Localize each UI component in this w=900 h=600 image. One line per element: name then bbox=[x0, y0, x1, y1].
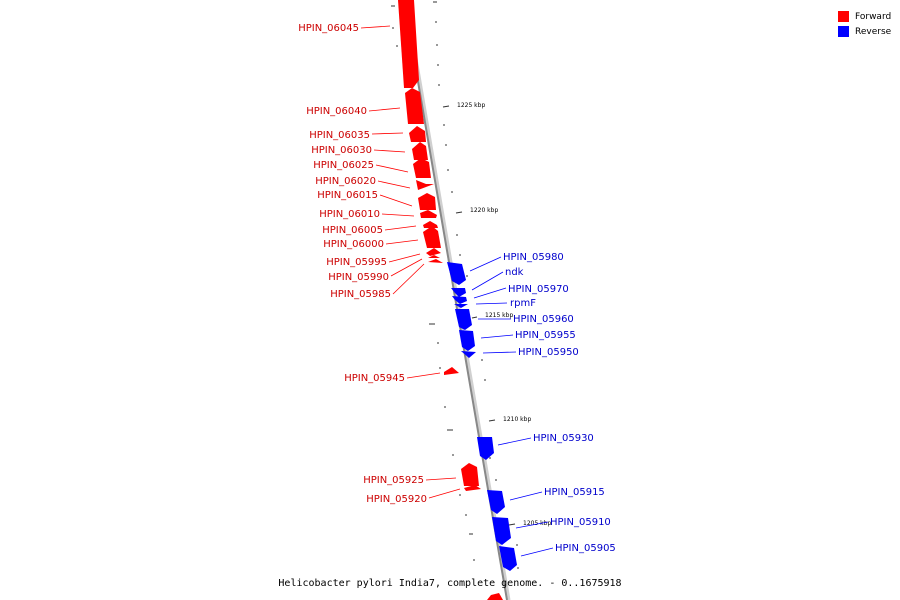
forward-swatch bbox=[838, 11, 849, 22]
gene-arrow-rpmF[interactable] bbox=[454, 304, 468, 308]
gene-arrow-HPIN_05955[interactable] bbox=[459, 330, 475, 351]
gene-label-HPIN_05950[interactable]: HPIN_05950 bbox=[518, 347, 579, 358]
gene-arrow-HPIN_05960[interactable] bbox=[455, 309, 472, 330]
gene-arrow-HPIN_06035[interactable] bbox=[409, 126, 426, 142]
legend-item-forward: Forward bbox=[838, 9, 891, 24]
gene-arrow-HPIN_05985[interactable] bbox=[428, 259, 443, 263]
gene-arrow-HPIN_06005[interactable] bbox=[423, 221, 438, 228]
gene-arrow-HPIN_06020[interactable] bbox=[416, 180, 434, 190]
reverse-genes bbox=[447, 262, 517, 571]
gene-label-HPIN_05995[interactable]: HPIN_05995 bbox=[326, 257, 387, 268]
gene-arrow-HPIN_05945[interactable] bbox=[444, 367, 459, 375]
gene-label-HPIN_06015[interactable]: HPIN_06015 bbox=[317, 190, 378, 201]
forward-genes bbox=[398, 0, 503, 600]
gene-label-HPIN_06010[interactable]: HPIN_06010 bbox=[319, 209, 380, 220]
gene-label-HPIN_05905[interactable]: HPIN_05905 bbox=[555, 543, 616, 554]
gene-label-HPIN_05920[interactable]: HPIN_05920 bbox=[366, 494, 427, 505]
gene-label-HPIN_05970[interactable]: HPIN_05970 bbox=[508, 284, 569, 295]
tick-label-1215: 1215 kbp bbox=[485, 312, 513, 319]
gene-label-HPIN_05960[interactable]: HPIN_05960 bbox=[513, 314, 574, 325]
legend: Forward Reverse bbox=[838, 9, 891, 39]
gene-label-HPIN_05930[interactable]: HPIN_05930 bbox=[533, 433, 594, 444]
tick-label-1210: 1210 kbp bbox=[503, 416, 531, 423]
gene-label-HPIN_06045[interactable]: HPIN_06045 bbox=[298, 23, 359, 34]
reverse-swatch bbox=[838, 26, 849, 37]
gene-label-HPIN_06020[interactable]: HPIN_06020 bbox=[315, 176, 376, 187]
gene-arrow-HPIN_06015[interactable] bbox=[418, 193, 436, 210]
gene-arrow-HPIN_05990[interactable] bbox=[428, 255, 440, 258]
tick-label-1220: 1220 kbp bbox=[470, 207, 498, 214]
gene-arrow-HPIN_05980[interactable] bbox=[447, 262, 466, 285]
gene-arrow-HPIN_05930[interactable] bbox=[477, 437, 494, 460]
gene-label-HPIN_05945[interactable]: HPIN_05945 bbox=[344, 373, 405, 384]
gene-arrow-ndk[interactable] bbox=[451, 288, 466, 297]
gene-arrow-HPIN_06045[interactable] bbox=[398, 0, 419, 88]
gene-label-HPIN_05915[interactable]: HPIN_05915 bbox=[544, 487, 605, 498]
gene-label-ndk[interactable]: ndk bbox=[505, 267, 524, 278]
legend-label-forward: Forward bbox=[855, 11, 892, 22]
legend-item-reverse: Reverse bbox=[838, 24, 891, 39]
gene-label-HPIN_06030[interactable]: HPIN_06030 bbox=[311, 145, 372, 156]
gene-label-HPIN_05985[interactable]: HPIN_05985 bbox=[330, 289, 391, 300]
tick-label-1205: 1205 kbp bbox=[523, 520, 551, 527]
reverse-labels: HPIN_05980 ndk HPIN_05970 rpmF HPIN_0596… bbox=[503, 252, 616, 554]
genome-caption: Helicobacter pylori India7, complete gen… bbox=[278, 578, 622, 589]
gene-label-HPIN_05910[interactable]: HPIN_05910 bbox=[550, 517, 611, 528]
gene-arrow-HPIN_05970[interactable] bbox=[452, 296, 467, 304]
gene-arrow-offscreen bbox=[487, 593, 503, 600]
gene-label-HPIN_05980[interactable]: HPIN_05980 bbox=[503, 252, 564, 263]
reverse-leader-lines bbox=[469, 256, 554, 557]
gene-arrow-HPIN_06000[interactable] bbox=[423, 226, 441, 248]
gene-arrow-HPIN_05920[interactable] bbox=[464, 485, 481, 491]
gene-label-HPIN_06040[interactable]: HPIN_06040 bbox=[306, 106, 367, 117]
gene-arrow-HPIN_06025[interactable] bbox=[413, 158, 431, 178]
gene-arrow-HPIN_06010[interactable] bbox=[420, 210, 437, 218]
gene-arrow-HPIN_05915[interactable] bbox=[487, 490, 505, 514]
tick-marks bbox=[391, 1, 519, 569]
forward-leader-lines bbox=[360, 25, 461, 499]
gene-arrow-HPIN_05995[interactable] bbox=[426, 248, 441, 256]
gene-label-HPIN_06035[interactable]: HPIN_06035 bbox=[309, 130, 370, 141]
gene-label-rpmF[interactable]: rpmF bbox=[510, 298, 536, 309]
tick-label-1225: 1225 kbp bbox=[457, 102, 485, 109]
gene-arrow-HPIN_06030[interactable] bbox=[412, 142, 428, 160]
gene-label-HPIN_06000[interactable]: HPIN_06000 bbox=[323, 239, 384, 250]
gene-arrow-HPIN_05950[interactable] bbox=[461, 351, 476, 358]
gene-arrow-HPIN_05925[interactable] bbox=[461, 463, 479, 486]
gene-label-HPIN_05990[interactable]: HPIN_05990 bbox=[328, 272, 389, 283]
scale-labels: 1225 kbp 1220 kbp 1215 kbp 1210 kbp 1205… bbox=[457, 102, 551, 527]
gene-arrow-HPIN_05905[interactable] bbox=[499, 546, 517, 571]
legend-label-reverse: Reverse bbox=[855, 26, 892, 37]
gene-arrow-HPIN_06040[interactable] bbox=[405, 88, 424, 124]
gene-label-HPIN_05955[interactable]: HPIN_05955 bbox=[515, 330, 576, 341]
gene-label-HPIN_06025[interactable]: HPIN_06025 bbox=[313, 160, 374, 171]
gene-label-HPIN_05925[interactable]: HPIN_05925 bbox=[363, 475, 424, 486]
forward-labels: HPIN_06045 HPIN_06040 HPIN_06035 HPIN_06… bbox=[298, 23, 427, 505]
gene-label-HPIN_06005[interactable]: HPIN_06005 bbox=[322, 225, 383, 236]
gene-arrow-HPIN_05910[interactable] bbox=[492, 517, 511, 545]
